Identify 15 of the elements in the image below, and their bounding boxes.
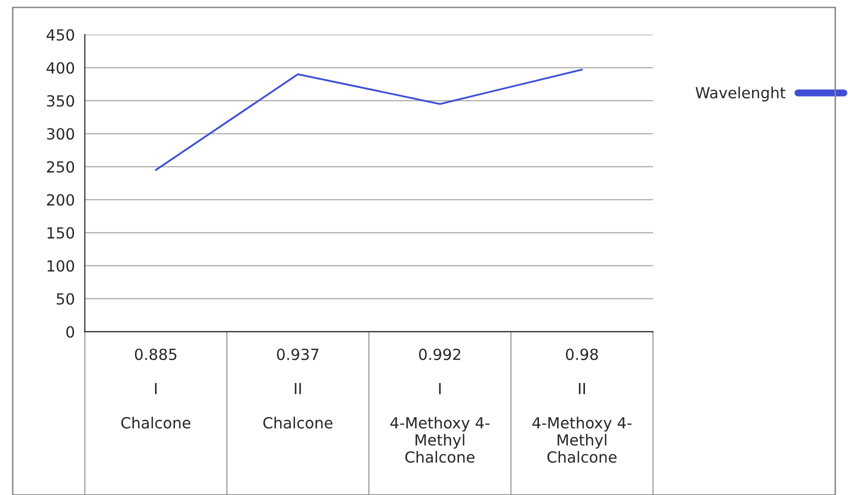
- legend-label: Wavelenght: [696, 86, 786, 102]
- category-label: 0.98 II 4-Methoxy 4- Methyl Chalcone: [532, 348, 632, 463]
- y-tick-label: 450: [46, 29, 74, 41]
- y-tick-label: 100: [48, 260, 74, 272]
- y-tick-label: 50: [56, 293, 74, 305]
- category-label: 0.937 II Chalcone: [263, 348, 332, 429]
- y-tick-label: 300: [47, 128, 74, 140]
- category-label: 0.992 I 4-Methoxy 4- Methyl Chalcone: [390, 348, 490, 463]
- y-tick-label: 200: [47, 194, 74, 206]
- y-tick-label: 150: [48, 227, 74, 239]
- y-tick-label: 400: [46, 62, 74, 74]
- category-label: 0.885 I Chalcone: [121, 348, 190, 429]
- y-tick-label: 0: [66, 326, 74, 338]
- y-tick-label: 250: [47, 161, 74, 173]
- y-tick-label: 350: [47, 95, 74, 107]
